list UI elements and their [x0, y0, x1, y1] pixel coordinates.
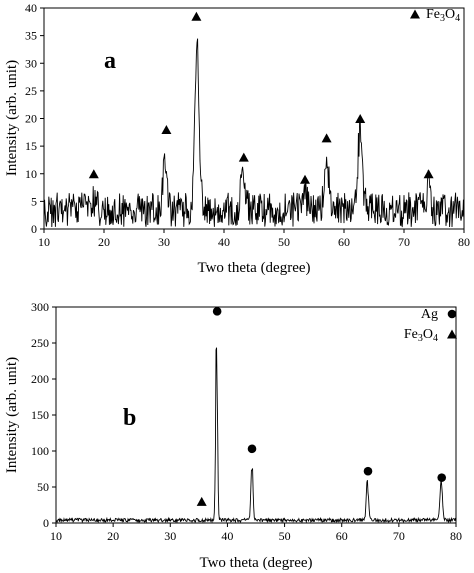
legend-label-subscript: 4 — [455, 13, 460, 24]
panel-b-y-axis-title: Intensity (arb. unit) — [4, 357, 20, 473]
x-tick-label: 80 — [450, 529, 462, 543]
legend-label-subscript: 3 — [418, 333, 423, 344]
legend-label: Fe3O4 — [426, 7, 460, 24]
y-tick-label: 0 — [43, 516, 49, 530]
panel-a-marks: 10 20 30 40 50 60 70 80 0 5 10 15 20 25 30 35 40 — [25, 1, 470, 249]
x-tick-label: 10 — [38, 235, 50, 249]
x-tick-label: 30 — [164, 529, 176, 543]
x-tick-label: 50 — [278, 235, 290, 249]
y-tick-label: 150 — [31, 408, 49, 422]
x-tick-label: 40 — [218, 235, 230, 249]
fe3o4-peak-marker — [321, 133, 332, 143]
xrd-pattern-line — [55, 347, 457, 524]
legend-label-subscript: 4 — [433, 333, 438, 344]
legend-label-part: O — [423, 327, 433, 342]
legend-label-part: O — [445, 7, 455, 22]
panel-a-x-axis-title: Two theta (degree) — [197, 260, 310, 276]
fe3o4-peak-marker — [355, 114, 366, 123]
fe3o4-peak-marker — [300, 174, 310, 184]
panel-a: 10 20 30 40 50 60 70 80 0 5 10 15 20 25 30 35 40 a Two t… — [4, 1, 470, 276]
legend-circle-icon — [447, 309, 457, 319]
fe3o4-peak-marker — [238, 152, 249, 162]
fe3o4-peak-marker — [191, 11, 202, 21]
y-tick-label: 40 — [25, 1, 37, 15]
ag-peak-marker — [212, 307, 222, 316]
panel-b: 10 20 30 40 50 60 70 80 0 50 100 150 200 250 300 b Two… — [4, 300, 462, 571]
ag-peak-marker — [363, 466, 373, 476]
ag-peak-marker — [437, 473, 447, 482]
legend-entry: Fe3O4 — [410, 7, 460, 24]
x-tick-label: 50 — [279, 529, 291, 543]
x-tick-label: 20 — [107, 529, 119, 543]
y-tick-label: 200 — [31, 372, 49, 386]
legend-label-part: Fe — [404, 327, 418, 342]
x-tick-label: 70 — [393, 529, 405, 543]
y-tick-label: 100 — [31, 444, 49, 458]
panel-a-plot-frame — [43, 7, 465, 230]
panel-b-plot-frame — [55, 306, 457, 524]
x-tick-label: 60 — [336, 529, 348, 543]
xrd-pattern-line — [43, 38, 465, 228]
y-tick-label: 250 — [31, 336, 49, 350]
legend-label: Ag — [421, 307, 438, 322]
legend-label-part: Ag — [421, 307, 438, 322]
panel-a-label: a — [104, 48, 116, 74]
panel-a-legend: Fe3O4 — [410, 7, 460, 24]
y-tick-label: 300 — [31, 300, 49, 314]
y-tick-label: 10 — [25, 167, 37, 181]
y-tick-label: 50 — [37, 480, 49, 494]
x-tick-label: 60 — [338, 235, 350, 249]
x-tick-label: 20 — [98, 235, 110, 249]
fe3o4-peak-marker — [161, 125, 172, 135]
legend-label-subscript: 3 — [440, 13, 445, 24]
fe3o4-peak-marker — [423, 169, 434, 179]
legend-label-part: Fe — [426, 7, 440, 22]
x-tick-label: 10 — [50, 529, 62, 543]
legend-triangle-icon — [410, 9, 420, 19]
fe3o4-peak-marker — [196, 496, 207, 506]
panel-b-x-axis-title: Two theta (degree) — [199, 555, 312, 571]
y-tick-label: 15 — [25, 139, 37, 153]
legend-label: Fe3O4 — [404, 327, 438, 344]
y-tick-label: 20 — [25, 112, 37, 126]
x-tick-label: 70 — [398, 235, 410, 249]
y-tick-label: 0 — [31, 222, 37, 236]
legend-entry: Fe3O4 — [404, 327, 457, 344]
x-tick-label: 30 — [158, 235, 170, 249]
panel-b-label: b — [123, 405, 136, 431]
y-tick-label: 5 — [31, 194, 37, 208]
fe3o4-peak-marker — [88, 169, 99, 179]
y-tick-label: 35 — [25, 29, 37, 43]
y-tick-label: 25 — [25, 84, 37, 98]
panel-a-y-axis-title: Intensity (arb. unit) — [4, 60, 20, 176]
ag-peak-marker — [247, 444, 257, 454]
panel-b-marks: 10 20 30 40 50 60 70 80 0 50 100 150 200 250 300 — [31, 300, 462, 543]
legend-entry: Ag — [421, 307, 457, 322]
x-tick-label: 40 — [221, 529, 233, 543]
legend-triangle-icon — [447, 329, 457, 339]
x-tick-label: 80 — [458, 235, 470, 249]
y-tick-label: 30 — [25, 56, 37, 70]
